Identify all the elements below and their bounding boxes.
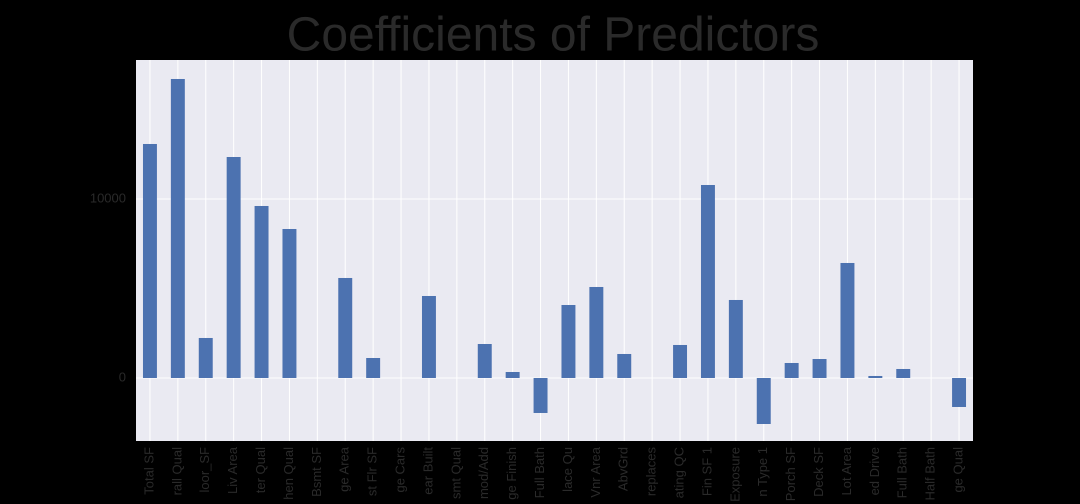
y-tick-label: 0 — [119, 369, 126, 384]
x-tick-label: Porch SF — [783, 447, 798, 501]
bar — [840, 262, 855, 378]
chart-title: Coefficients of Predictors — [287, 9, 820, 62]
x-tick-label: Bsmt SF — [309, 447, 324, 497]
bar — [812, 359, 827, 378]
x-tick-label: ear Built — [420, 447, 435, 495]
x-tick-label: Fin SF 1 — [699, 447, 714, 496]
x-tick-label: Liv Area — [225, 446, 240, 494]
bar — [700, 184, 715, 378]
bar — [338, 277, 353, 378]
x-tick-label: smt Qual — [448, 447, 463, 499]
x-tick-label: Full Bath — [532, 447, 547, 498]
bar — [254, 205, 269, 378]
x-tick-label: ge Cars — [392, 447, 407, 493]
x-tick-label: ed Drive — [867, 447, 882, 495]
bar — [142, 143, 157, 378]
x-tick-label: Full Bath — [895, 447, 910, 498]
bar — [728, 299, 743, 378]
x-tick-label: Half Bath — [923, 447, 938, 500]
x-tick-label: Vnr Area — [588, 446, 603, 497]
bar — [505, 371, 520, 378]
bar — [366, 357, 381, 378]
bar — [617, 353, 632, 378]
x-tick-label: Exposure — [727, 447, 742, 502]
bar — [421, 295, 436, 378]
x-tick-label: mod/Add — [476, 447, 491, 499]
x-tick-label: st Flr SF — [365, 447, 380, 496]
bar — [282, 228, 297, 378]
bar — [589, 286, 604, 378]
bar — [533, 377, 548, 413]
bar — [868, 375, 883, 378]
x-tick-label: ge Finish — [504, 447, 519, 500]
bar — [198, 337, 213, 378]
x-tick-label: Lot Area — [839, 446, 854, 495]
bar — [226, 156, 241, 378]
bar — [784, 362, 799, 378]
bar — [952, 377, 967, 407]
x-tick-label: AbvGrd — [616, 447, 631, 491]
bar — [477, 344, 492, 378]
x-tick-label: Total SF — [141, 447, 156, 495]
x-tick-label: Deck SF — [811, 447, 826, 497]
x-tick-label: rall Qual — [169, 447, 184, 496]
x-tick-label: loor_SF — [197, 447, 212, 493]
x-tick-label: n Type 1 — [755, 447, 770, 497]
x-tick-label: ge Qual — [950, 447, 965, 493]
x-tick-label: lace Qu — [560, 447, 575, 492]
y-tick-label: 10000 — [90, 190, 126, 205]
bar — [561, 304, 576, 378]
x-tick-label: ge Area — [337, 446, 352, 492]
bar — [896, 368, 911, 378]
x-tick-label: ter Qual — [253, 447, 268, 493]
bar — [756, 377, 771, 424]
x-tick-label: hen Qual — [281, 447, 296, 500]
bar — [673, 344, 688, 378]
x-tick-label: ating QC — [671, 447, 686, 498]
bar — [170, 78, 185, 378]
x-tick-label: replaces — [644, 447, 659, 497]
